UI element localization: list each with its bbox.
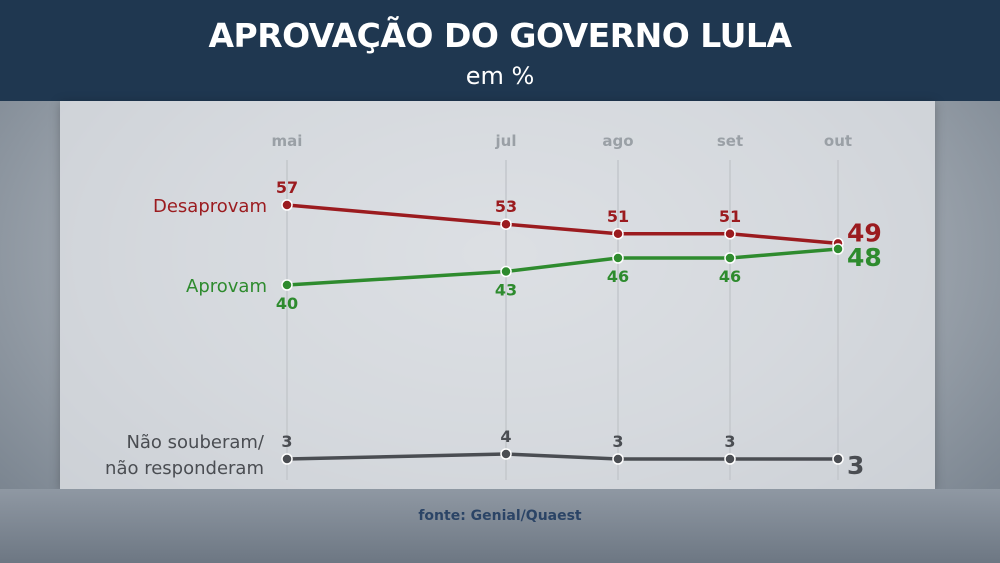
desaprovam-end-label: 49 bbox=[847, 218, 882, 247]
desaprovam-data-label-set: 51 bbox=[719, 207, 741, 226]
desaprovam-point-jul bbox=[500, 218, 512, 230]
aprovam-end-label: 48 bbox=[847, 243, 882, 272]
desaprovam-series-label: Desaprovam bbox=[153, 196, 267, 217]
header-bar bbox=[0, 0, 1000, 101]
desaprovam-data-label-mai: 57 bbox=[276, 178, 298, 197]
aprovam-data-label-set: 46 bbox=[719, 267, 741, 286]
aprovam-data-label-mai: 40 bbox=[276, 294, 298, 313]
nao_souberam-point-ago bbox=[612, 453, 624, 465]
nao_souberam-data-label-jul: 4 bbox=[500, 427, 511, 446]
nao_souberam-point-set bbox=[724, 453, 736, 465]
nao_souberam-end-label: 3 bbox=[847, 451, 864, 480]
chart-panel bbox=[60, 101, 935, 489]
desaprovam-data-label-ago: 51 bbox=[607, 207, 629, 226]
aprovam-data-label-jul: 43 bbox=[495, 281, 517, 300]
nao_souberam-point-jul bbox=[500, 448, 512, 460]
desaprovam-series-line bbox=[286, 203, 839, 246]
aprovam-point-out bbox=[832, 243, 844, 255]
x-tick-label-set: set bbox=[717, 132, 743, 150]
desaprovam-point-mai bbox=[281, 199, 293, 211]
nao_souberam-data-label-mai: 3 bbox=[281, 432, 292, 451]
chart-subtitle: em % bbox=[465, 62, 535, 90]
desaprovam-data-label-jul: 53 bbox=[495, 197, 517, 216]
aprovam-series-label: Aprovam bbox=[186, 276, 267, 297]
nao_souberam-data-label-ago: 3 bbox=[612, 432, 623, 451]
x-tick-label-ago: ago bbox=[602, 132, 633, 150]
nao_souberam-point-mai bbox=[281, 453, 293, 465]
aprovam-point-mai bbox=[281, 279, 293, 291]
aprovam-data-label-ago: 46 bbox=[607, 267, 629, 286]
studio-floor bbox=[0, 489, 1000, 563]
desaprovam-point-ago bbox=[612, 228, 624, 240]
nao_souberam-series-label: Não souberam/ bbox=[126, 432, 264, 453]
nao_souberam-series-label: não responderam bbox=[105, 458, 264, 479]
chart-title: APROVAÇÃO DO GOVERNO LULA bbox=[208, 16, 793, 55]
desaprovam-point-set bbox=[724, 228, 736, 240]
nao_souberam-point-out bbox=[832, 453, 844, 465]
aprovam-series-line bbox=[286, 247, 839, 287]
x-tick-label-jul: jul bbox=[495, 132, 517, 150]
aprovam-point-jul bbox=[500, 265, 512, 278]
source-note: fonte: Genial/Quaest bbox=[418, 508, 582, 524]
x-tick-label-mai: mai bbox=[272, 132, 303, 150]
x-tick-label-out: out bbox=[824, 132, 852, 150]
nao_souberam-series-line bbox=[286, 452, 838, 461]
aprovam-point-ago bbox=[612, 252, 624, 264]
nao_souberam-data-label-set: 3 bbox=[724, 432, 735, 451]
aprovam-point-set bbox=[724, 252, 736, 264]
